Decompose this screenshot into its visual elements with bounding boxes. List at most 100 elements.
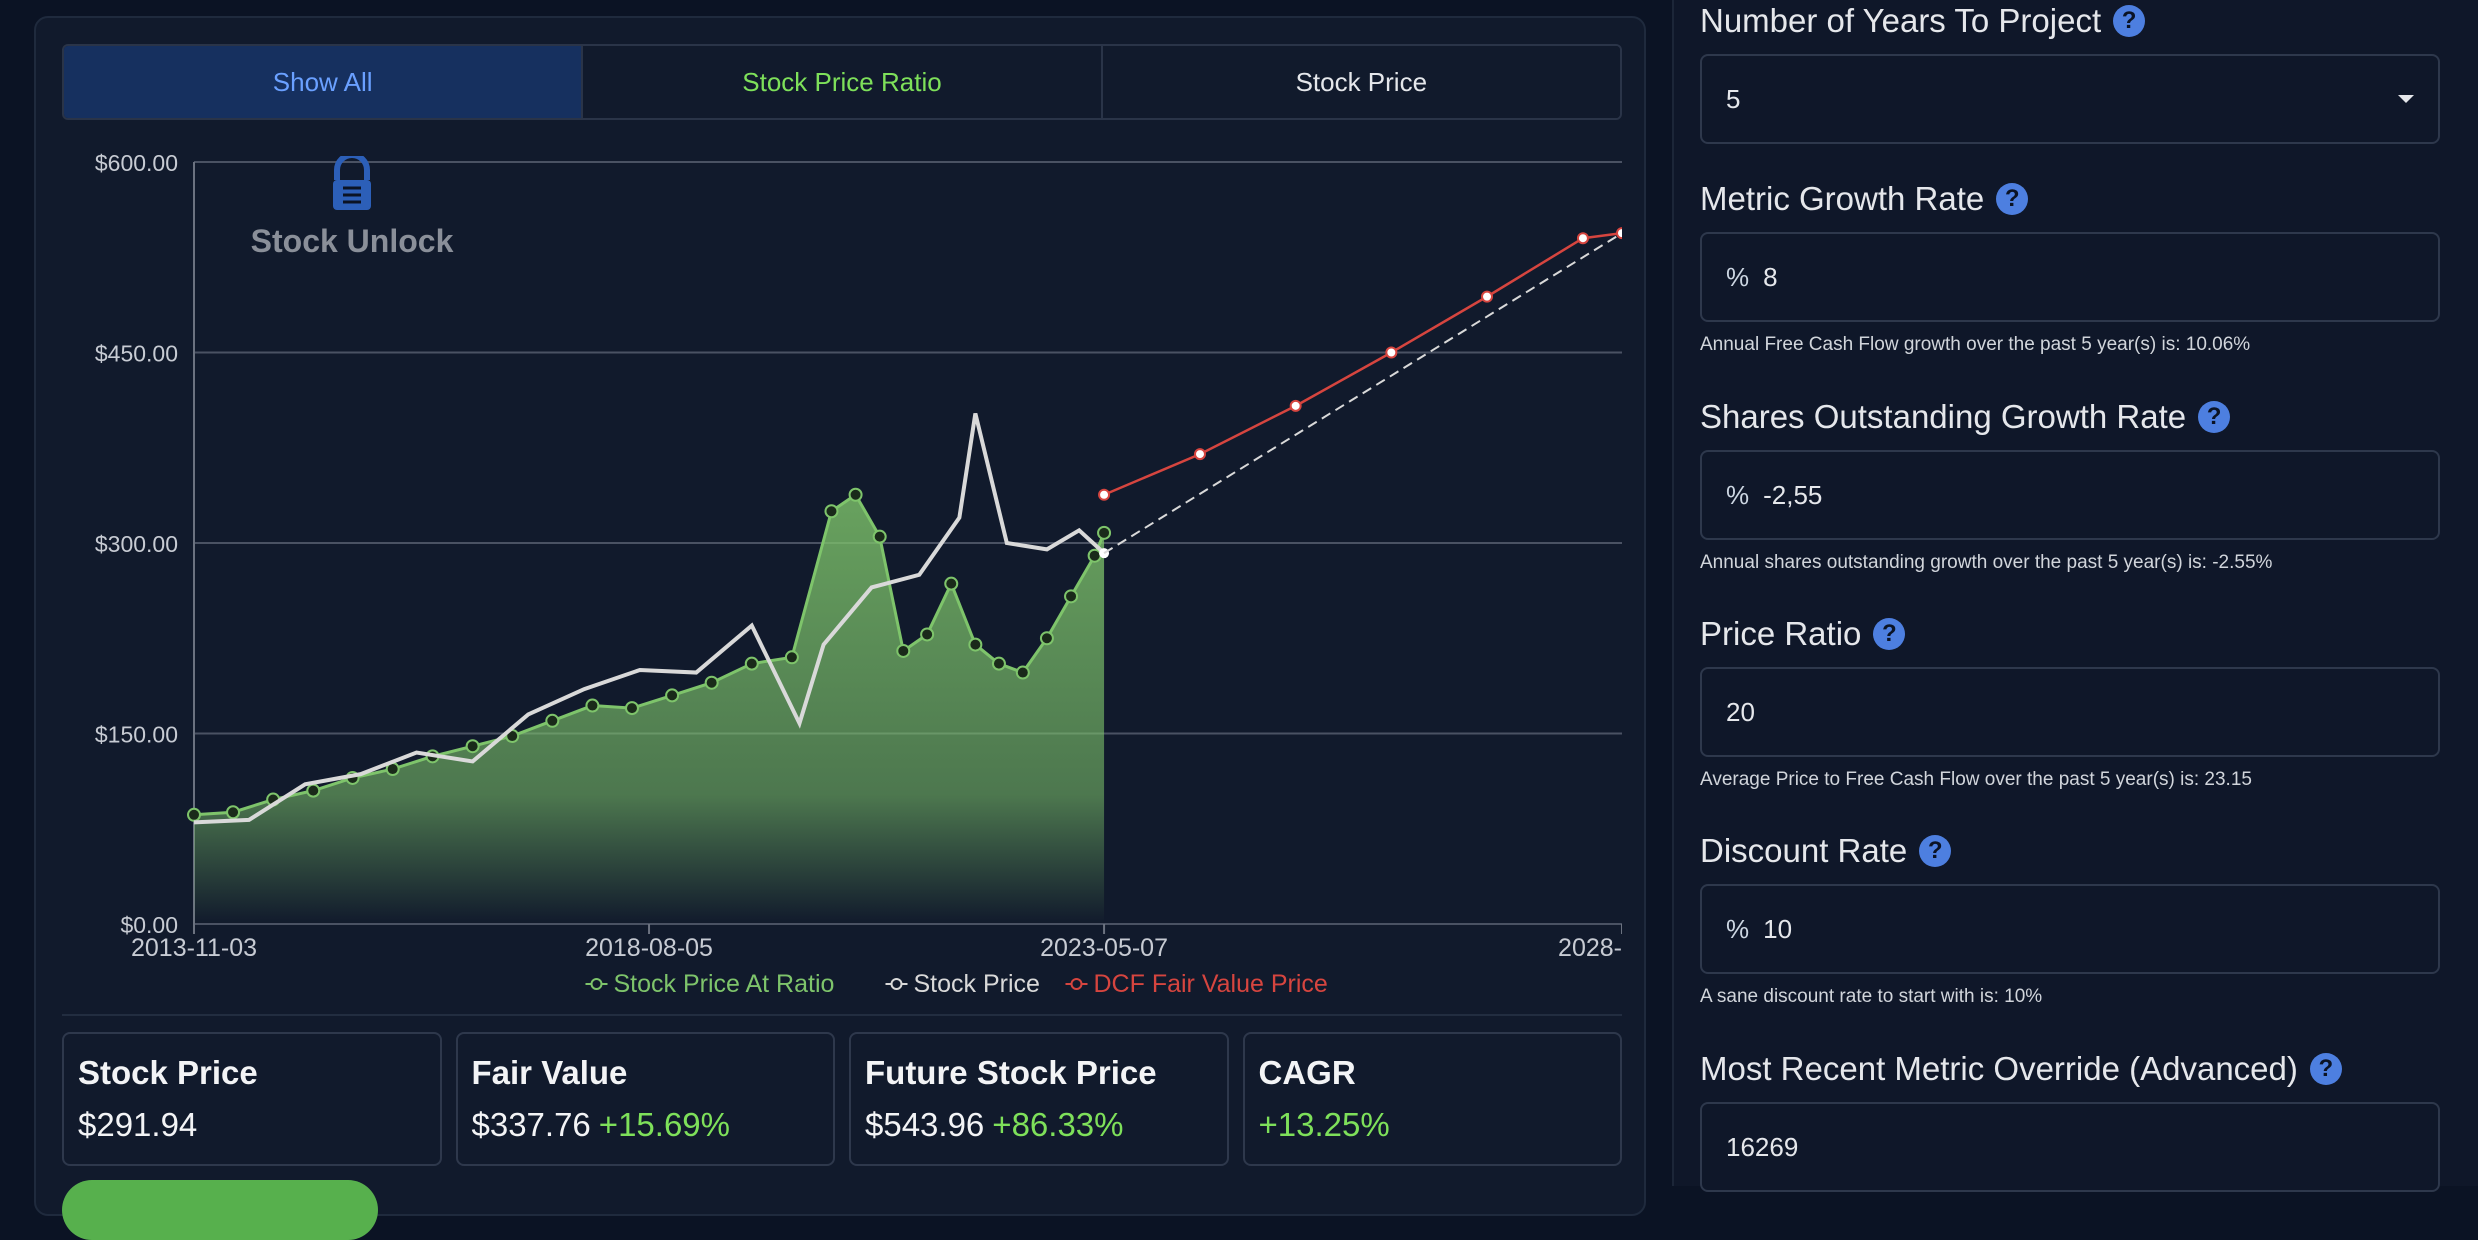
- settings-panel: Number of Years To Project? 5 Metric Gro…: [1672, 0, 2478, 1192]
- ratio-point: [1087, 548, 1102, 563]
- percent-prefix: %: [1726, 261, 1750, 292]
- watermark: Stock Unlock: [242, 152, 462, 260]
- override-input[interactable]: 16269: [1700, 1102, 2440, 1192]
- stat-value: $543.96 +86.33%: [865, 1106, 1213, 1144]
- shares-growth-label: Shares Outstanding Growth Rate?: [1700, 398, 2440, 436]
- x-tick-label: 2013-11-03: [131, 934, 257, 962]
- years-select[interactable]: 5: [1700, 54, 2440, 144]
- y-tick-label: $300.00: [95, 531, 178, 557]
- legend-label: Stock Price At Ratio: [614, 970, 835, 998]
- stock-unlock-logo-icon: [333, 152, 371, 210]
- help-icon[interactable]: ?: [1996, 183, 2029, 215]
- years-label-text: Number of Years To Project: [1700, 2, 2102, 39]
- discount-rate-label-text: Discount Rate: [1700, 832, 1908, 869]
- legend-label: DCF Fair Value Price: [1094, 970, 1328, 998]
- ratio-point: [991, 656, 1006, 671]
- ratio-point: [920, 627, 935, 642]
- cagr-card: CAGR +13.25%: [1242, 1032, 1622, 1166]
- ratio-point: [545, 713, 560, 728]
- price-ratio-input[interactable]: 20: [1700, 667, 2440, 757]
- x-tick-label: 2023-05-07: [1040, 934, 1168, 962]
- percent-prefix: %: [1726, 913, 1750, 944]
- valuation-chart: $600.00 $450.00 $300.00 $150.00 $0.002013-11…: [95, 150, 1622, 998]
- dcf-point: [1616, 227, 1622, 240]
- action-button[interactable]: [62, 1180, 378, 1240]
- ratio-point: [896, 643, 911, 658]
- price-ratio-label-text: Price Ratio: [1700, 615, 1862, 652]
- tab-stock-price-ratio[interactable]: Stock Price Ratio: [583, 46, 1103, 118]
- y-tick-label: $0.00: [120, 912, 178, 938]
- price-ratio-value: 20: [1726, 696, 1755, 727]
- ratio-point: [306, 783, 321, 798]
- stat-title: CAGR: [1258, 1054, 1356, 1091]
- shares-growth-field: Shares Outstanding Growth Rate? % -2,55 A…: [1700, 398, 2440, 574]
- dcf-point: [1385, 346, 1398, 359]
- help-icon[interactable]: ?: [2309, 1053, 2342, 1085]
- stat-title: Stock Price: [78, 1054, 258, 1091]
- ratio-point: [704, 675, 719, 690]
- shares-growth-input[interactable]: % -2,55: [1700, 450, 2440, 540]
- stat-amount: $291.94: [78, 1106, 198, 1143]
- y-tick-label: $450.00: [95, 341, 178, 367]
- price-ratio-hint: Average Price to Free Cash Flow over the…: [1700, 769, 2252, 790]
- metric-growth-value: 8: [1763, 261, 1778, 292]
- ratio-point: [1097, 525, 1112, 540]
- fair-value-card: Fair Value $337.76 +15.69%: [455, 1032, 835, 1166]
- divider: [62, 1014, 1622, 1016]
- ratio-point: [824, 504, 839, 519]
- stat-change: +13.25%: [1258, 1106, 1390, 1143]
- discount-rate-hint: A sane discount rate to start with is: 1…: [1700, 986, 2043, 1007]
- chart-tabs: Show All Stock Price Ratio Stock Price: [62, 44, 1622, 120]
- metric-growth-input[interactable]: % 8: [1700, 232, 2440, 322]
- stats-row: Stock Price $291.94 Fair Value $337.76 +1…: [62, 1032, 1622, 1166]
- x-tick-label: 2018-08-05: [585, 934, 713, 962]
- stat-change: +15.69%: [598, 1106, 730, 1143]
- stat-value: $337.76 +15.69%: [472, 1106, 820, 1144]
- ratio-point: [744, 656, 759, 671]
- discount-rate-input[interactable]: % 10: [1700, 884, 2440, 974]
- watermark-text: Stock Unlock: [250, 223, 454, 259]
- ratio-point: [1039, 631, 1054, 646]
- stat-change: +86.33%: [992, 1106, 1124, 1143]
- stat-amount: $543.96: [865, 1106, 985, 1143]
- years-field: Number of Years To Project? 5: [1700, 2, 2440, 144]
- stock-price-card: Stock Price $291.94: [62, 1032, 442, 1166]
- discount-rate-label: Discount Rate?: [1700, 832, 2440, 870]
- override-field: Most Recent Metric Override (Advanced)? …: [1700, 1050, 2440, 1192]
- ratio-area: [194, 494, 1105, 924]
- stat-title: Fair Value: [471, 1054, 628, 1091]
- dcf-point: [1193, 448, 1206, 461]
- price-ratio-field: Price Ratio? 20 Average Price to Free Ca…: [1700, 615, 2440, 791]
- help-icon[interactable]: ?: [1873, 618, 1906, 650]
- override-label: Most Recent Metric Override (Advanced)?: [1700, 1050, 2440, 1088]
- metric-growth-hint: Annual Free Cash Flow growth over the pa…: [1700, 334, 2251, 355]
- override-value: 16269: [1726, 1131, 1799, 1162]
- help-icon[interactable]: ?: [2198, 401, 2231, 433]
- chart-panel: Show All Stock Price Ratio Stock Price $…: [34, 16, 1646, 1240]
- metric-growth-label-text: Metric Growth Rate: [1700, 180, 1985, 217]
- legend-swatch-marker: [590, 978, 603, 990]
- legend-swatch-marker: [890, 978, 903, 990]
- ratio-point: [585, 698, 600, 713]
- tab-show-all[interactable]: Show All: [64, 46, 584, 118]
- y-tick-label: $600.00: [95, 150, 178, 176]
- ratio-point: [187, 807, 201, 822]
- future-stock-price-card: Future Stock Price $543.96 +86.33%: [849, 1032, 1229, 1166]
- ratio-point: [665, 688, 680, 703]
- stock-price-line: [193, 412, 1106, 825]
- years-value: 5: [1726, 83, 1741, 114]
- ratio-point: [1064, 589, 1079, 604]
- dcf-point: [1289, 399, 1302, 412]
- x-tick-label: 2028-10-03: [1558, 934, 1622, 962]
- ratio-point: [872, 529, 887, 544]
- dcf-point: [1098, 488, 1111, 501]
- help-icon[interactable]: ?: [1919, 835, 1952, 867]
- shares-growth-label-text: Shares Outstanding Growth Rate: [1700, 398, 2187, 435]
- help-icon[interactable]: ?: [2113, 5, 2146, 37]
- years-label: Number of Years To Project?: [1700, 2, 2440, 40]
- chevron-down-icon: [2398, 95, 2414, 103]
- ratio-point: [944, 576, 959, 591]
- ratio-point: [1015, 665, 1030, 680]
- ratio-point: [624, 701, 639, 716]
- tab-stock-price[interactable]: Stock Price: [1102, 46, 1620, 118]
